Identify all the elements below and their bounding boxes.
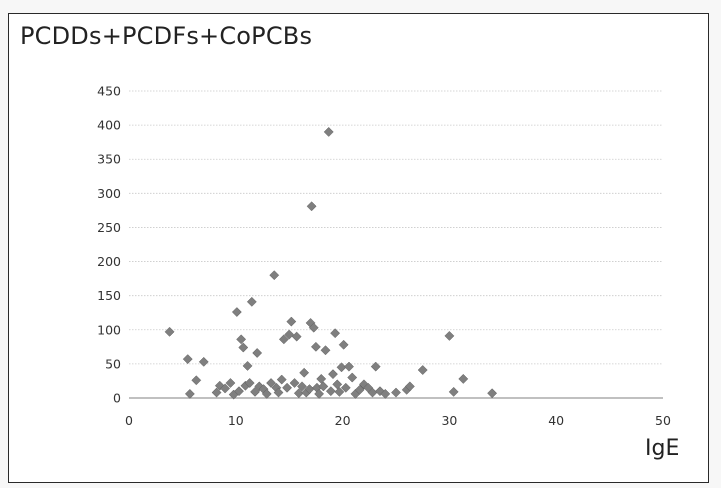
data-point: [336, 362, 347, 373]
data-point: [276, 374, 287, 385]
data-point: [278, 334, 289, 345]
data-point: [328, 369, 338, 380]
data-point: [310, 341, 321, 352]
data-point: [266, 378, 276, 388]
data-point: [344, 361, 354, 372]
x-axis-ticks: 0 10 20 30 40 50: [125, 413, 671, 428]
data-point: [320, 345, 331, 356]
data-point: [293, 388, 304, 399]
data-point: [225, 378, 236, 388]
data-point: [325, 386, 336, 397]
data-point: [234, 386, 244, 397]
data-point: [246, 296, 257, 307]
data-point: [417, 365, 428, 375]
y-tick-label: 200: [97, 254, 121, 269]
y-tick-label: 250: [97, 220, 121, 235]
data-points: [164, 126, 498, 400]
data-point: [323, 126, 334, 137]
data-point: [198, 356, 209, 367]
data-point: [299, 367, 310, 378]
x-tick-label: 20: [335, 413, 351, 428]
y-tick-label: 150: [97, 288, 121, 303]
data-point: [487, 388, 498, 399]
data-point: [391, 387, 401, 398]
data-point: [231, 307, 242, 317]
data-point: [340, 382, 351, 393]
data-point: [164, 326, 175, 337]
data-point: [444, 330, 455, 341]
data-point: [184, 388, 195, 399]
data-point: [308, 322, 319, 333]
x-tick-label: 50: [655, 413, 671, 428]
data-point: [404, 381, 415, 392]
data-point: [273, 387, 284, 398]
data-point: [330, 328, 341, 339]
data-point: [347, 372, 358, 383]
data-point: [261, 388, 272, 399]
data-point: [282, 382, 293, 393]
y-tick-label: 400: [97, 118, 121, 133]
data-point: [250, 386, 260, 397]
data-point: [297, 381, 307, 392]
data-point: [332, 379, 343, 390]
data-point: [242, 360, 253, 371]
y-tick-label: 300: [97, 186, 121, 201]
y-tick-label: 50: [105, 356, 121, 371]
x-tick-label: 0: [125, 413, 133, 428]
data-point: [334, 386, 345, 397]
data-point: [338, 339, 349, 350]
data-point: [359, 379, 369, 390]
y-tick-label: 100: [97, 322, 121, 337]
data-point: [182, 354, 193, 365]
data-point: [269, 270, 280, 281]
x-tick-label: 40: [548, 413, 564, 428]
data-point: [306, 201, 317, 212]
data-point: [252, 348, 263, 358]
data-point: [291, 331, 302, 342]
data-point: [191, 375, 202, 386]
data-point: [220, 383, 231, 394]
data-point: [448, 386, 459, 397]
data-point: [211, 387, 222, 398]
data-point: [354, 384, 365, 395]
gridlines: [129, 90, 663, 399]
chart-title: PCDDs+PCDFs+CoPCBs: [20, 22, 313, 50]
x-tick-label: 30: [441, 413, 457, 428]
y-tick-label: 350: [97, 152, 121, 167]
data-point: [316, 373, 327, 384]
data-point: [289, 378, 300, 388]
data-point: [370, 361, 381, 372]
y-tick-label: 0: [113, 391, 121, 406]
data-point: [284, 329, 295, 340]
x-axis-title: IgE: [645, 436, 680, 461]
data-point: [244, 378, 255, 388]
data-point: [318, 381, 329, 392]
data-point: [458, 373, 469, 384]
data-point: [238, 342, 249, 353]
data-point: [314, 388, 325, 399]
data-point: [236, 334, 247, 345]
y-axis-ticks: 0 50 100 150 200 250 300 350 400 450: [97, 84, 121, 406]
x-tick-label: 10: [228, 413, 244, 428]
data-point: [380, 388, 391, 399]
data-point: [375, 386, 385, 397]
data-point: [286, 316, 297, 327]
y-tick-label: 450: [97, 84, 121, 99]
